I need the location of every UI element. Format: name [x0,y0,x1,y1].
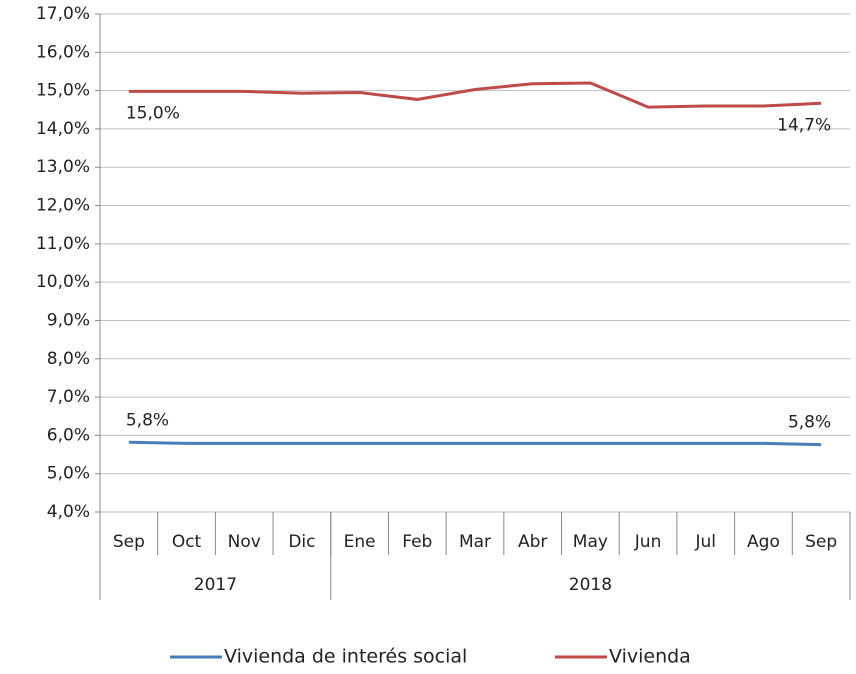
data-label: 5,8% [126,410,169,430]
x-tick-label: Abr [518,532,547,552]
y-tick-label: 7,0% [47,387,90,407]
y-tick-label: 5,0% [47,464,90,484]
y-tick-label: 13,0% [36,157,90,177]
x-group-label: 2017 [194,575,237,595]
x-tick-label: Oct [172,532,202,552]
y-tick-label: 14,0% [36,119,90,139]
y-tick-label: 4,0% [47,502,90,522]
x-tick-label: Jun [634,532,662,552]
x-tick-label: Dic [288,532,315,552]
y-tick-label: 16,0% [36,42,90,62]
y-tick-label: 6,0% [47,425,90,445]
y-tick-label: 9,0% [47,310,90,330]
legend-label: Vivienda [609,646,691,668]
data-label: 14,7% [777,115,831,135]
legend-label: Vivienda de interés social [224,646,467,668]
x-tick-label: Ago [747,532,780,552]
x-tick-label: Nov [228,532,261,552]
y-tick-label: 12,0% [36,196,90,216]
line [128,440,822,447]
data-label: 15,0% [126,103,180,123]
data-label: 5,8% [788,413,831,433]
y-tick-label: 10,0% [36,272,90,292]
x-tick-label: Sep [805,532,837,552]
y-tick-label: 8,0% [47,349,90,369]
x-tick-label: Jul [695,532,717,552]
y-tick-label: 17,0% [36,4,90,24]
x-tick-label: May [573,532,608,552]
x-tick-label: Feb [402,532,432,552]
x-tick-label: Sep [113,532,145,552]
line [128,81,822,109]
y-tick-label: 15,0% [36,81,90,101]
y-tick-label: 11,0% [36,234,90,254]
x-tick-label: Ene [344,532,376,552]
x-tick-label: Mar [459,532,491,552]
x-group-label: 2018 [569,575,612,595]
